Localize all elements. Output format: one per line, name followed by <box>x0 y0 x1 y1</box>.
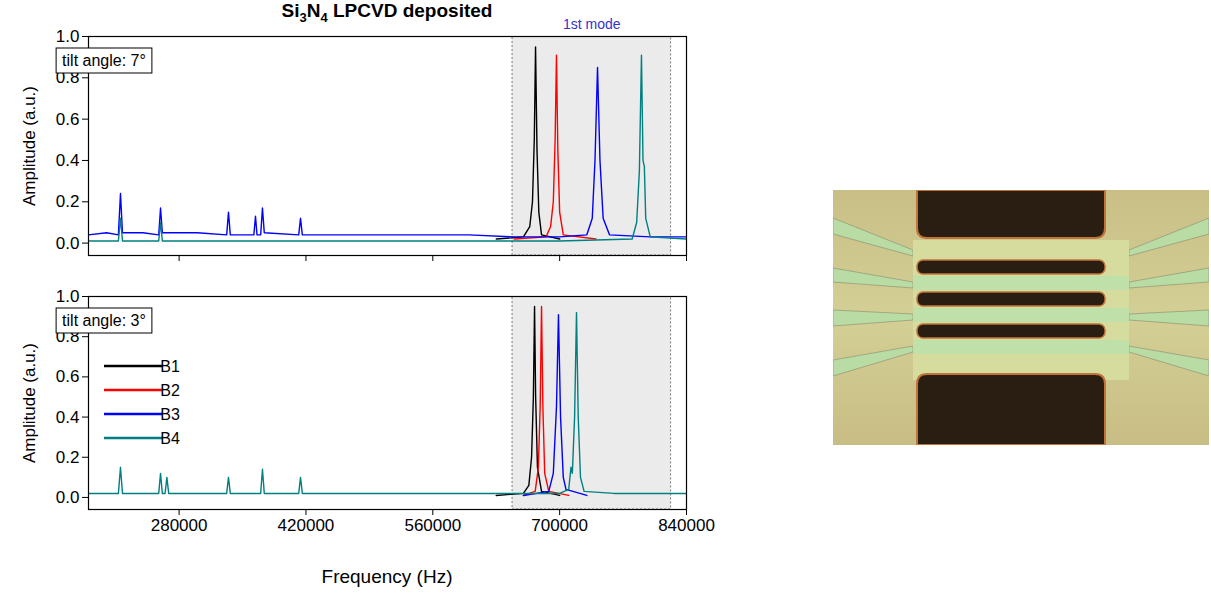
svg-text:Amplitude (a.u.): Amplitude (a.u.) <box>20 343 39 463</box>
svg-text:0.2: 0.2 <box>56 192 80 211</box>
svg-text:700000: 700000 <box>531 516 588 535</box>
svg-text:420000: 420000 <box>278 516 335 535</box>
html-text:Frequency (Hz): Frequency (Hz) <box>321 566 453 587</box>
svg-text:0.8: 0.8 <box>55 327 80 347</box>
svg-text:0.4: 0.4 <box>56 151 80 170</box>
svg-text:B3: B3 <box>160 406 180 423</box>
svg-text:0.2: 0.2 <box>56 448 80 467</box>
svg-text:0.4: 0.4 <box>56 408 80 427</box>
svg-text:0.0: 0.0 <box>56 488 80 507</box>
svg-text:B1: B1 <box>160 358 180 375</box>
svg-text:Amplitude (a.u.): Amplitude (a.u.) <box>20 86 39 206</box>
svg-text:tilt angle: 3°: tilt angle: 3° <box>62 312 146 329</box>
svg-text:0.6: 0.6 <box>56 110 80 129</box>
svg-text:0.8: 0.8 <box>55 68 80 88</box>
svg-text:840000: 840000 <box>658 516 715 535</box>
svg-text:560000: 560000 <box>404 516 461 535</box>
svg-text:B2: B2 <box>160 382 180 399</box>
svg-text:280000: 280000 <box>151 516 208 535</box>
svg-text:tilt angle: 7°: tilt angle: 7° <box>62 52 146 69</box>
svg-text:1.0: 1.0 <box>56 27 80 46</box>
svg-text:1st mode: 1st mode <box>563 16 621 32</box>
svg-text:0.6: 0.6 <box>56 367 80 386</box>
svg-text:0.0: 0.0 <box>56 234 80 253</box>
svg-text:1.0: 1.0 <box>56 287 80 306</box>
svg-text:B4: B4 <box>160 430 180 447</box>
html-text:Si3N4LPCVD deposited: Si3N4LPCVD deposited <box>281 0 493 25</box>
